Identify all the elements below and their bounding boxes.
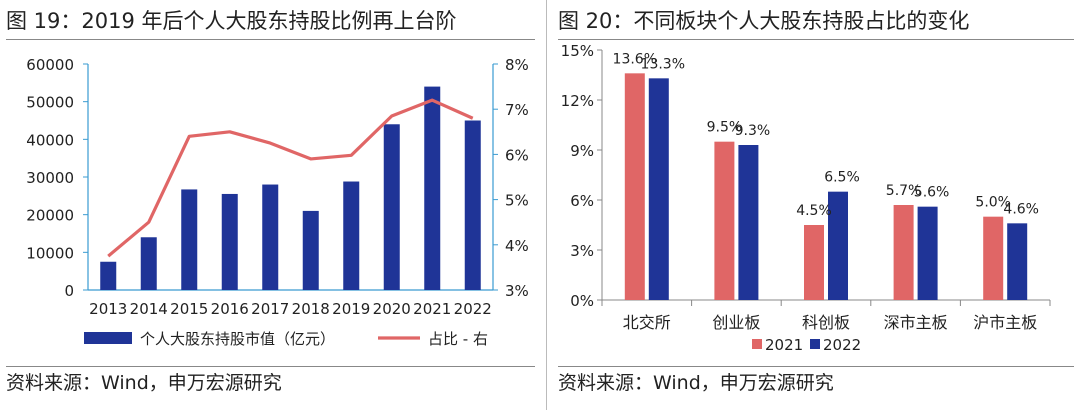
right-y-tick-label: 8% xyxy=(505,56,529,74)
x-tick-label: 2016 xyxy=(211,300,249,318)
bar-2017 xyxy=(262,184,279,290)
legend-2022-swatch xyxy=(810,339,820,349)
bar-2020 xyxy=(383,124,400,291)
x-tick-label: 创业板 xyxy=(712,313,760,332)
right-figure-title: 图 20：不同板块个人大股东持股占比的变化 xyxy=(558,9,970,33)
data-label-2021: 13.6% xyxy=(613,51,657,67)
left-chart: 0 10000 20000 30000 40000 50000 60000 3% 4% 5% 6% 7… xyxy=(26,56,529,348)
left-y-tick-label: 20000 xyxy=(26,207,74,225)
x-tick-label: 深市主板 xyxy=(884,313,948,332)
x-tick-label: 科创板 xyxy=(802,313,850,332)
legend-bar-swatch xyxy=(84,332,132,344)
y-tick-label: 3% xyxy=(570,242,594,260)
left-title-rule xyxy=(6,39,535,40)
x-tick-label: 2013 xyxy=(89,300,127,318)
x-tick-label: 2022 xyxy=(454,300,492,318)
left-y-tick-label: 60000 xyxy=(26,56,74,74)
right-source-note: 资料来源：Wind，申万宏源研究 xyxy=(558,372,834,394)
x-tick-label: 2021 xyxy=(413,300,451,318)
ratio-line-series xyxy=(107,98,474,258)
data-label-2021: 9.5% xyxy=(707,120,743,136)
data-label-2022: 6.5% xyxy=(824,170,860,186)
x-tick-label: 沪市主板 xyxy=(973,313,1037,332)
right-y-tick-label: 4% xyxy=(505,237,529,255)
bar-2022-北交所 xyxy=(648,78,669,300)
bar-2022-创业板 xyxy=(738,145,759,300)
right-y-tick-label: 6% xyxy=(505,146,529,164)
data-label-2022: 9.3% xyxy=(735,123,771,139)
bar-2022 xyxy=(464,120,481,290)
bar-2021 xyxy=(424,86,441,290)
y-tick-label: 9% xyxy=(570,142,594,160)
bar-2016 xyxy=(221,193,238,290)
bar-2013 xyxy=(100,261,117,290)
left-figure-panel: 图 19：2019 年后个人大股东持股比例再上台阶 0 10000 20000 300… xyxy=(6,9,535,394)
bar-2021-沪市主板 xyxy=(983,216,1004,300)
data-label-2022: 5.6% xyxy=(914,185,950,201)
bar-2022-科创板 xyxy=(828,191,848,300)
y-tick-label: 12% xyxy=(561,92,594,110)
legend-bar-label: 个人大股东持股市值（亿元） xyxy=(140,330,335,348)
x-tick-label: 2014 xyxy=(130,300,168,318)
bar-2021-科创板 xyxy=(804,225,824,300)
x-tick-label: 2020 xyxy=(373,300,411,318)
x-tick-label: 2018 xyxy=(292,300,330,318)
right-y-tick-label: 7% xyxy=(505,101,529,119)
right-chart: 0% 3% 6% 9% 12% 15% 13.6%13.3% 北交所 9.5%9.3% 创业板 4.… xyxy=(561,42,1051,354)
left-y-tick-label: 0 xyxy=(64,282,74,300)
right-source-rule xyxy=(558,366,1074,367)
left-y-tick-label: 40000 xyxy=(26,131,74,149)
panel-divider xyxy=(546,0,547,410)
y-tick-label: 15% xyxy=(561,42,594,60)
bar-2021-深市主板 xyxy=(893,205,914,300)
bar-2021-创业板 xyxy=(714,141,735,300)
x-tick-label: 2019 xyxy=(332,300,370,318)
left-y-tick-label: 50000 xyxy=(26,94,74,112)
bar-2021-北交所 xyxy=(624,73,645,300)
left-y-tick-label: 10000 xyxy=(26,244,74,262)
bar-2014 xyxy=(140,237,157,290)
legend-line-label: 占比 - 右 xyxy=(428,330,488,348)
legend-2021-label: 2021 xyxy=(765,336,803,354)
bar-2015 xyxy=(181,189,198,290)
data-label-2021: 5.7% xyxy=(886,183,922,199)
left-source-rule xyxy=(6,366,535,367)
x-tick-label: 北交所 xyxy=(623,313,671,332)
y-tick-label: 0% xyxy=(570,292,594,310)
right-y-tick-label: 5% xyxy=(505,192,529,210)
bar-2018 xyxy=(302,210,319,290)
left-source-note: 资料来源：Wind，申万宏源研究 xyxy=(6,372,282,394)
bar-2022-沪市主板 xyxy=(1007,223,1028,300)
x-tick-label: 2017 xyxy=(251,300,289,318)
bar-2019 xyxy=(343,181,360,290)
data-label-2022: 13.3% xyxy=(641,56,685,72)
bar-2022-深市主板 xyxy=(917,206,938,300)
right-y-tick-label: 3% xyxy=(505,282,529,300)
data-label-2022: 4.6% xyxy=(1003,201,1039,217)
left-y-tick-label: 30000 xyxy=(26,169,74,187)
data-label-2021: 4.5% xyxy=(796,203,832,219)
right-figure-panel: 图 20：不同板块个人大股东持股占比的变化 0% 3% 6% 9% 12% 15% 13.6… xyxy=(552,0,1080,410)
x-tick-label: 2015 xyxy=(170,300,208,318)
legend-2021-swatch xyxy=(752,339,762,349)
data-label-2021: 5.0% xyxy=(975,195,1011,211)
y-tick-label: 6% xyxy=(570,192,594,210)
legend-2022-label: 2022 xyxy=(823,336,861,354)
left-figure-title: 图 19：2019 年后个人大股东持股比例再上台阶 xyxy=(6,9,457,33)
right-title-rule xyxy=(558,39,1074,40)
